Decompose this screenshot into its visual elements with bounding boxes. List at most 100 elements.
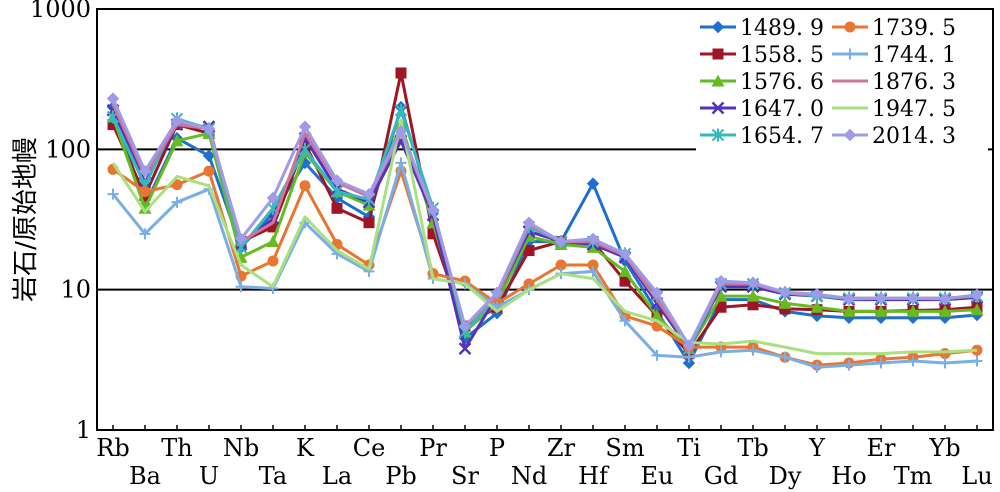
legend-item: 1876. 3: [832, 70, 956, 95]
y-axis-label: 岩石/原始地幔: [11, 137, 41, 302]
data-point: [971, 355, 983, 367]
data-point: [842, 304, 856, 317]
data-point: [331, 202, 343, 214]
x-category-label: Nb: [223, 434, 259, 462]
legend-label: 1558. 5: [740, 43, 824, 68]
data-point: [458, 319, 472, 333]
data-point: [394, 103, 408, 117]
x-category-label: Pb: [385, 462, 417, 490]
series-group: [106, 67, 984, 373]
data-point: [107, 188, 119, 200]
data-point: [523, 245, 535, 257]
data-point: [235, 281, 247, 293]
data-point: [171, 196, 183, 208]
plot-frame: [96, 8, 994, 431]
x-category-label: Tm: [894, 462, 933, 490]
data-point: [330, 185, 344, 199]
data-point: [138, 201, 152, 214]
data-point: [714, 274, 728, 288]
legend-marker: [711, 74, 725, 87]
legend-item: 1558. 5: [700, 43, 824, 68]
data-point: [394, 124, 408, 138]
legend-label: 1654. 7: [740, 124, 824, 149]
data-point: [874, 291, 888, 305]
data-point: [970, 303, 984, 316]
data-point: [106, 92, 120, 105]
data-point: [586, 232, 600, 246]
data-point: [715, 301, 727, 313]
legend-marker: [843, 128, 857, 142]
data-point: [427, 228, 439, 240]
data-point: [266, 235, 280, 248]
data-point: [362, 187, 376, 201]
data-point: [554, 235, 568, 248]
data-point: [778, 285, 792, 299]
data-point: [779, 303, 791, 315]
x-category-label: Eu: [641, 462, 674, 490]
legend-item: 1744. 1: [832, 43, 956, 68]
data-point: [874, 304, 888, 317]
data-point: [811, 361, 823, 373]
data-point: [682, 339, 696, 352]
legend-marker: [711, 101, 725, 115]
data-point: [203, 165, 215, 177]
data-point: [746, 276, 760, 289]
series-6: [107, 163, 983, 371]
data-point: [458, 342, 472, 356]
data-point: [587, 259, 599, 271]
data-point: [682, 356, 696, 370]
data-point: [363, 217, 375, 229]
data-point: [971, 344, 983, 356]
y-tick-label: 100: [45, 135, 91, 163]
data-point: [586, 177, 600, 190]
x-category-label: Hf: [578, 462, 610, 490]
x-category-label: Ce: [353, 434, 386, 462]
series-9: [111, 119, 978, 356]
legend-marker: [844, 48, 856, 60]
legend-label: 1576. 6: [740, 70, 824, 95]
data-point: [938, 292, 952, 306]
x-category-label: La: [322, 462, 352, 490]
y-tick-label: 1: [76, 416, 91, 444]
x-category-label: Ba: [129, 462, 161, 490]
x-category-label: Ta: [259, 462, 287, 490]
data-point: [139, 186, 151, 198]
legend-label: 1876. 3: [872, 70, 956, 95]
data-point: [651, 349, 663, 361]
x-category-label: Yb: [928, 434, 960, 462]
x-category-label: Rb: [96, 434, 129, 462]
x-category-label: U: [199, 462, 219, 490]
data-point: [650, 286, 664, 300]
x-category-label: Ti: [677, 434, 701, 462]
legend-label: 1739. 5: [872, 16, 956, 41]
legend-label: 1489. 9: [740, 16, 824, 41]
data-point: [395, 67, 407, 79]
data-point: [522, 216, 536, 229]
series-line: [112, 168, 978, 367]
legend-item: 2014. 3: [832, 124, 956, 149]
y-axis-label-group: 岩石/原始地幔: [11, 137, 41, 302]
data-point: [298, 120, 312, 133]
data-point: [618, 264, 632, 277]
legend-item: 1489. 9: [700, 16, 824, 41]
x-category-label: Sr: [451, 462, 479, 490]
data-point: [170, 114, 184, 127]
data-point: [842, 292, 856, 306]
series-10: [106, 92, 984, 352]
data-point: [746, 289, 760, 302]
data-point: [587, 265, 599, 277]
x-category-label: Lu: [961, 462, 992, 490]
data-point: [234, 232, 248, 246]
x-category-label: Ho: [831, 462, 866, 490]
data-point: [619, 315, 631, 327]
legend-item: 1947. 5: [832, 97, 956, 122]
legend-marker: [711, 20, 725, 34]
legend-label: 1744. 1: [872, 43, 956, 68]
data-point: [490, 286, 504, 300]
data-point: [395, 157, 407, 169]
data-point: [426, 203, 440, 217]
data-point: [810, 287, 824, 301]
legend-item: 1654. 7: [700, 124, 824, 149]
